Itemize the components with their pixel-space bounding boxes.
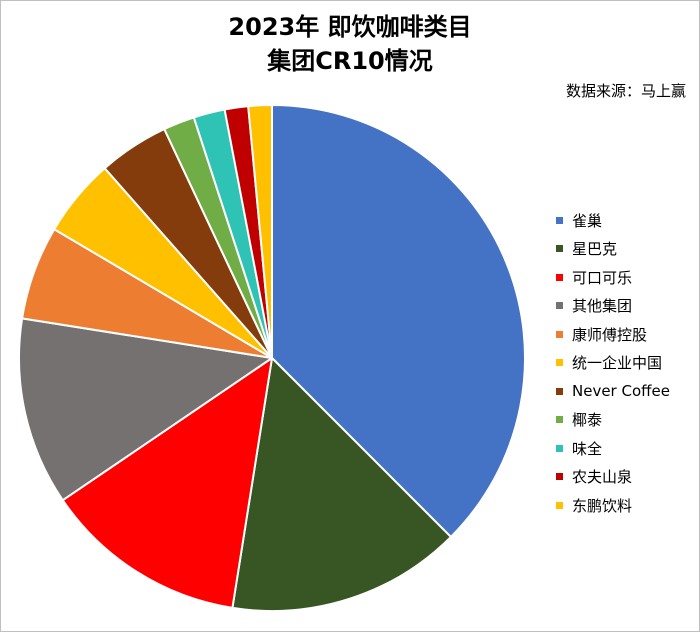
legend-item-9: 农夫山泉 [556,463,670,492]
legend-swatch [556,501,563,509]
chart-legend: 雀巢星巴克可口可乐其他集团康师傅控股统一企业中国 Never Coffee 椰泰味全… [556,206,670,520]
legend-item-4: 康师傅控股 [556,320,670,349]
legend-swatch [556,302,563,310]
chart-title-line-2: 集团CR10情况 [267,47,433,75]
legend-item-8: 味全 [556,434,670,463]
pie-slice-3 [18,317,273,502]
legend-swatch [556,387,563,395]
legend-label: 可口可乐 [572,268,633,287]
legend-label: 雀巢 [572,211,603,230]
legend-label: 星巴克 [572,240,618,259]
data-source-note: 数据来源：马上赢 [565,82,686,100]
legend-swatch [556,359,563,367]
pie-slice-10 [247,104,273,359]
legend-label: 椰泰 [572,411,603,430]
legend-label: 味全 [572,439,603,458]
pie-slice-1 [231,357,452,612]
legend-item-5: 统一企业中国 [556,349,670,378]
legend-item-3: 其他集团 [556,292,670,321]
legend-swatch [556,330,563,338]
legend-item-6: Never Coffee [556,377,670,406]
pie-slice-0 [271,104,526,538]
legend-swatch [556,416,563,424]
legend-swatch [556,444,563,452]
legend-swatch [556,245,563,253]
chart-title: 2023年 即饮咖啡类目 集团CR10情况 [0,10,700,78]
legend-item-7: 椰泰 [556,406,670,435]
legend-swatch [556,273,563,281]
legend-swatch [556,216,563,224]
legend-label: 康师傅控股 [572,325,648,344]
legend-item-10: 东鹏饮料 [556,491,670,520]
legend-label: 农夫山泉 [572,468,633,487]
legend-swatch [556,473,563,481]
chart-title-line-1: 2023年 即饮咖啡类目 [228,13,472,41]
legend-label: 东鹏饮料 [572,496,633,515]
legend-item-1: 星巴克 [556,235,670,264]
pie-slice-2 [61,357,273,609]
legend-item-2: 可口可乐 [556,263,670,292]
legend-label: 统一企业中国 [572,354,663,373]
legend-label: 其他集团 [572,297,633,316]
legend-label: Never Coffee [572,382,670,401]
legend-item-0: 雀巢 [556,206,670,235]
